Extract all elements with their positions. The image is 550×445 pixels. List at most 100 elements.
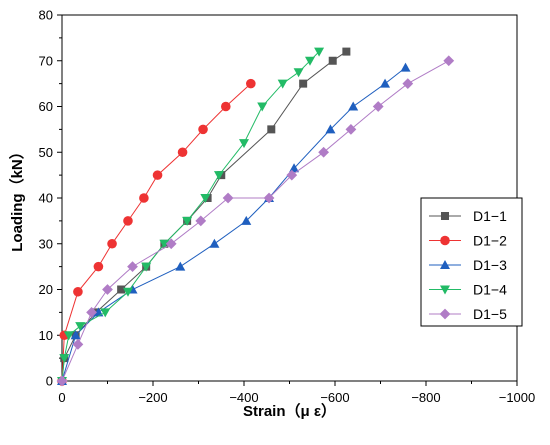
legend-label: D1−1 (473, 208, 507, 224)
data-point (443, 55, 455, 67)
data-point (75, 322, 86, 332)
y-tick-label: 50 (39, 145, 53, 160)
data-point (345, 123, 357, 135)
y-tick-label: 40 (39, 191, 53, 206)
data-point (328, 56, 337, 65)
x-tick-label: −1000 (499, 390, 536, 405)
series-line (61, 51, 320, 382)
x-axis-title: Strain（μ ε） (243, 402, 336, 420)
data-point (63, 331, 74, 341)
y-tick-label: 70 (39, 53, 53, 68)
data-point (165, 238, 177, 250)
data-point (241, 215, 252, 225)
data-point (286, 169, 298, 181)
data-point (304, 56, 315, 66)
data-point (107, 238, 117, 249)
data-point (277, 79, 288, 89)
legend-label: D1−5 (473, 306, 507, 322)
data-point (152, 170, 163, 180)
data-point (213, 171, 224, 181)
data-point (198, 124, 208, 135)
data-point (117, 285, 126, 294)
data-point (246, 78, 256, 89)
data-point (102, 284, 113, 295)
data-point (400, 62, 411, 72)
x-tick-label: 0 (58, 390, 65, 405)
legend-item: D1−3 (429, 257, 507, 273)
data-point (314, 47, 325, 57)
data-point (93, 307, 104, 317)
legend-item: D1−4 (429, 282, 507, 298)
data-point (318, 146, 330, 158)
data-point (293, 68, 304, 78)
data-point (342, 47, 351, 56)
data-point (257, 102, 268, 112)
legend-marker (441, 212, 449, 220)
data-point (59, 354, 70, 364)
y-axis-title: Loading（kN） (8, 144, 26, 252)
data-point (200, 194, 211, 203)
legend-item: D1−2 (429, 233, 507, 249)
y-tick-label: 30 (39, 236, 53, 251)
data-point (100, 308, 111, 318)
data-point (221, 101, 231, 112)
legend-marker (439, 308, 451, 320)
data-point (70, 330, 81, 340)
data-point (182, 216, 193, 226)
series-2 (57, 78, 256, 386)
data-point (177, 147, 188, 158)
data-point (267, 125, 276, 134)
y-tick-label: 10 (39, 328, 53, 343)
data-point (372, 101, 384, 112)
legend-item: D1−1 (429, 208, 507, 224)
series-line (61, 67, 406, 382)
data-point (122, 287, 133, 297)
series-3 (57, 62, 411, 385)
legend-item: D1−5 (429, 306, 507, 322)
data-point (139, 193, 149, 203)
data-point (209, 238, 220, 248)
data-point (159, 239, 170, 249)
plot-series (56, 47, 455, 387)
y-tick-label: 0 (46, 374, 53, 389)
data-point (380, 78, 391, 88)
series-1 (58, 47, 351, 385)
y-tick-label: 20 (39, 282, 53, 297)
data-point (72, 339, 84, 350)
data-point (325, 124, 336, 134)
series-line (61, 51, 347, 382)
data-point (348, 101, 359, 111)
data-point (175, 261, 186, 271)
legend-label: D1−4 (473, 282, 507, 298)
x-tick-label: −400 (229, 390, 258, 405)
data-point (73, 286, 83, 297)
legend-label: D1−2 (473, 233, 507, 249)
legend-box (420, 197, 523, 327)
data-point (86, 306, 97, 318)
series-5 (56, 55, 455, 387)
x-tick-label: −200 (138, 390, 167, 405)
legend-marker (440, 285, 450, 295)
data-point (263, 192, 275, 204)
series-line (61, 83, 252, 382)
data-point (93, 261, 104, 272)
data-point (402, 78, 414, 90)
series-line (61, 60, 450, 382)
data-point (239, 139, 249, 149)
x-tick-label: −800 (411, 390, 440, 405)
data-point (141, 262, 152, 272)
legend-marker (440, 235, 450, 246)
data-point (222, 192, 234, 204)
x-tick-label: −600 (320, 390, 349, 405)
data-point (299, 79, 308, 88)
data-point (56, 375, 68, 387)
data-point (195, 215, 207, 227)
series-4 (57, 47, 325, 386)
data-point (127, 261, 138, 273)
y-tick-label: 80 (39, 8, 53, 23)
legend: D1−1 D1−2 D1−3 D1−4 D1−5 (420, 197, 523, 327)
axes: 0 −200 −400 −600 −800 −1000 0 10 20 30 40 50 60 70 80 (39, 8, 536, 406)
legend-marker (440, 260, 450, 269)
y-tick-label: 60 (39, 99, 53, 114)
